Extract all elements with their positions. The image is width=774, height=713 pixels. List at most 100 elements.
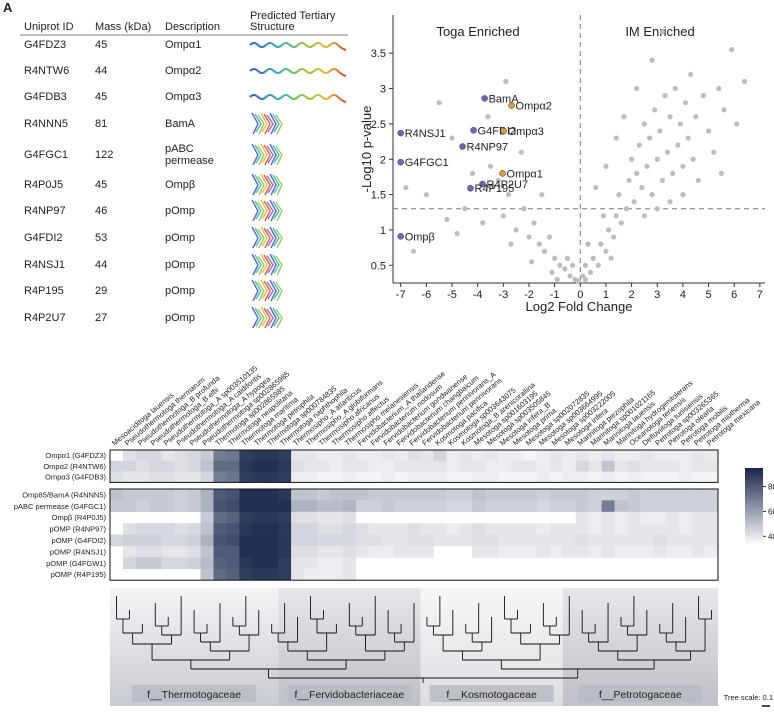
heat-cell [355, 489, 370, 501]
heat-cell [381, 500, 395, 513]
heat-cell [122, 500, 137, 513]
point [741, 78, 748, 85]
heat-cell [601, 489, 615, 501]
heat-cell [265, 471, 279, 483]
heat-cell [653, 500, 667, 513]
heat-cell [614, 511, 628, 524]
heat-cell [679, 534, 693, 547]
heat-cell [135, 489, 150, 501]
heat-cell [278, 489, 292, 501]
table-cell: pOmp [165, 259, 195, 271]
heat-cell [446, 534, 460, 547]
heat-cell [601, 471, 615, 483]
heat-cell [278, 557, 292, 570]
structure-strand [266, 175, 274, 194]
heat-cell [446, 523, 460, 535]
heat-cell [588, 534, 602, 547]
heat-cell [304, 523, 318, 535]
row-label: Ompβ (R4P0J5) [52, 513, 107, 522]
point [549, 269, 555, 275]
colorbar-tick-label: 80 [768, 483, 774, 492]
heat-cell [692, 534, 706, 547]
heat-cell [355, 546, 370, 558]
point [508, 241, 514, 247]
y-tick-label: 1.5 [371, 190, 386, 202]
heat-cell [549, 546, 564, 558]
heat-cell [265, 546, 279, 558]
heat-cell [575, 534, 589, 547]
heat-cell [278, 471, 292, 483]
heat-cell [459, 500, 473, 513]
heat-cell [148, 546, 163, 558]
structure-strand [257, 145, 265, 166]
heat-cell [562, 450, 577, 462]
heat-cell [511, 534, 525, 547]
heat-cell [679, 460, 693, 472]
structure-strand [257, 281, 265, 302]
heat-cell [368, 450, 382, 462]
heat-cell [291, 460, 305, 472]
structure-strand [254, 144, 262, 164]
point [711, 149, 717, 155]
x-tick-label: 6 [731, 289, 737, 301]
point [664, 149, 671, 155]
heat-cell [588, 489, 602, 501]
heat-cell [666, 546, 680, 558]
heat-cell [161, 534, 175, 547]
structure-strand [251, 253, 259, 276]
heat-cell [640, 471, 654, 483]
heat-cell [627, 489, 641, 501]
heat-cell [200, 546, 214, 558]
point [569, 262, 576, 268]
table-cell: Ompα3 [165, 91, 202, 103]
heat-cell [420, 489, 434, 501]
structure-strand [260, 199, 268, 220]
heat-cell [135, 471, 150, 483]
heat-cell [304, 489, 318, 501]
heat-cell [265, 489, 279, 501]
point [600, 213, 606, 219]
heat-cell [433, 500, 447, 513]
point [621, 114, 627, 120]
heat-cell [653, 523, 667, 535]
heat-cell [588, 500, 602, 513]
heat-cell [161, 489, 175, 501]
heat-cell [316, 568, 331, 581]
heat-cell [161, 500, 175, 513]
heat-cell [122, 460, 137, 472]
heat-cell [407, 500, 421, 513]
heat-cell [588, 523, 602, 535]
heat-cell [200, 568, 214, 581]
heat-cell [355, 471, 370, 483]
heat-cell [239, 557, 253, 570]
heat-cell [407, 546, 421, 558]
table-cell: BamA [165, 118, 195, 130]
heat-cell [433, 534, 447, 547]
heat-cell [278, 534, 292, 547]
heat-cell [601, 500, 615, 513]
heat-cell [498, 450, 512, 462]
heat-cell [252, 471, 266, 483]
heat-cell [161, 471, 175, 483]
structure-strand [254, 113, 262, 133]
structure-strand [266, 114, 274, 133]
table-cell: Ompα1 [165, 39, 202, 51]
structure-glyph [251, 226, 283, 249]
heat-cell [239, 568, 253, 581]
heat-cell [614, 489, 628, 501]
heat-cell [640, 534, 654, 547]
y-tick-label: 2.5 [371, 119, 386, 131]
heat-cell [381, 523, 395, 535]
family-label: f__Petrotogaceae [599, 689, 682, 701]
table-cell: 122 [95, 149, 114, 161]
heat-cell [472, 450, 486, 462]
heat-cell [200, 557, 214, 570]
heat-cell [355, 450, 370, 462]
point [677, 121, 683, 127]
heat-cell [200, 534, 214, 547]
x-tick-label: -5 [447, 289, 457, 301]
table-cell: R4NSJ1 [24, 259, 65, 271]
structure-glyph [251, 112, 283, 135]
heat-cell [252, 523, 266, 535]
heat-cell [459, 523, 473, 535]
